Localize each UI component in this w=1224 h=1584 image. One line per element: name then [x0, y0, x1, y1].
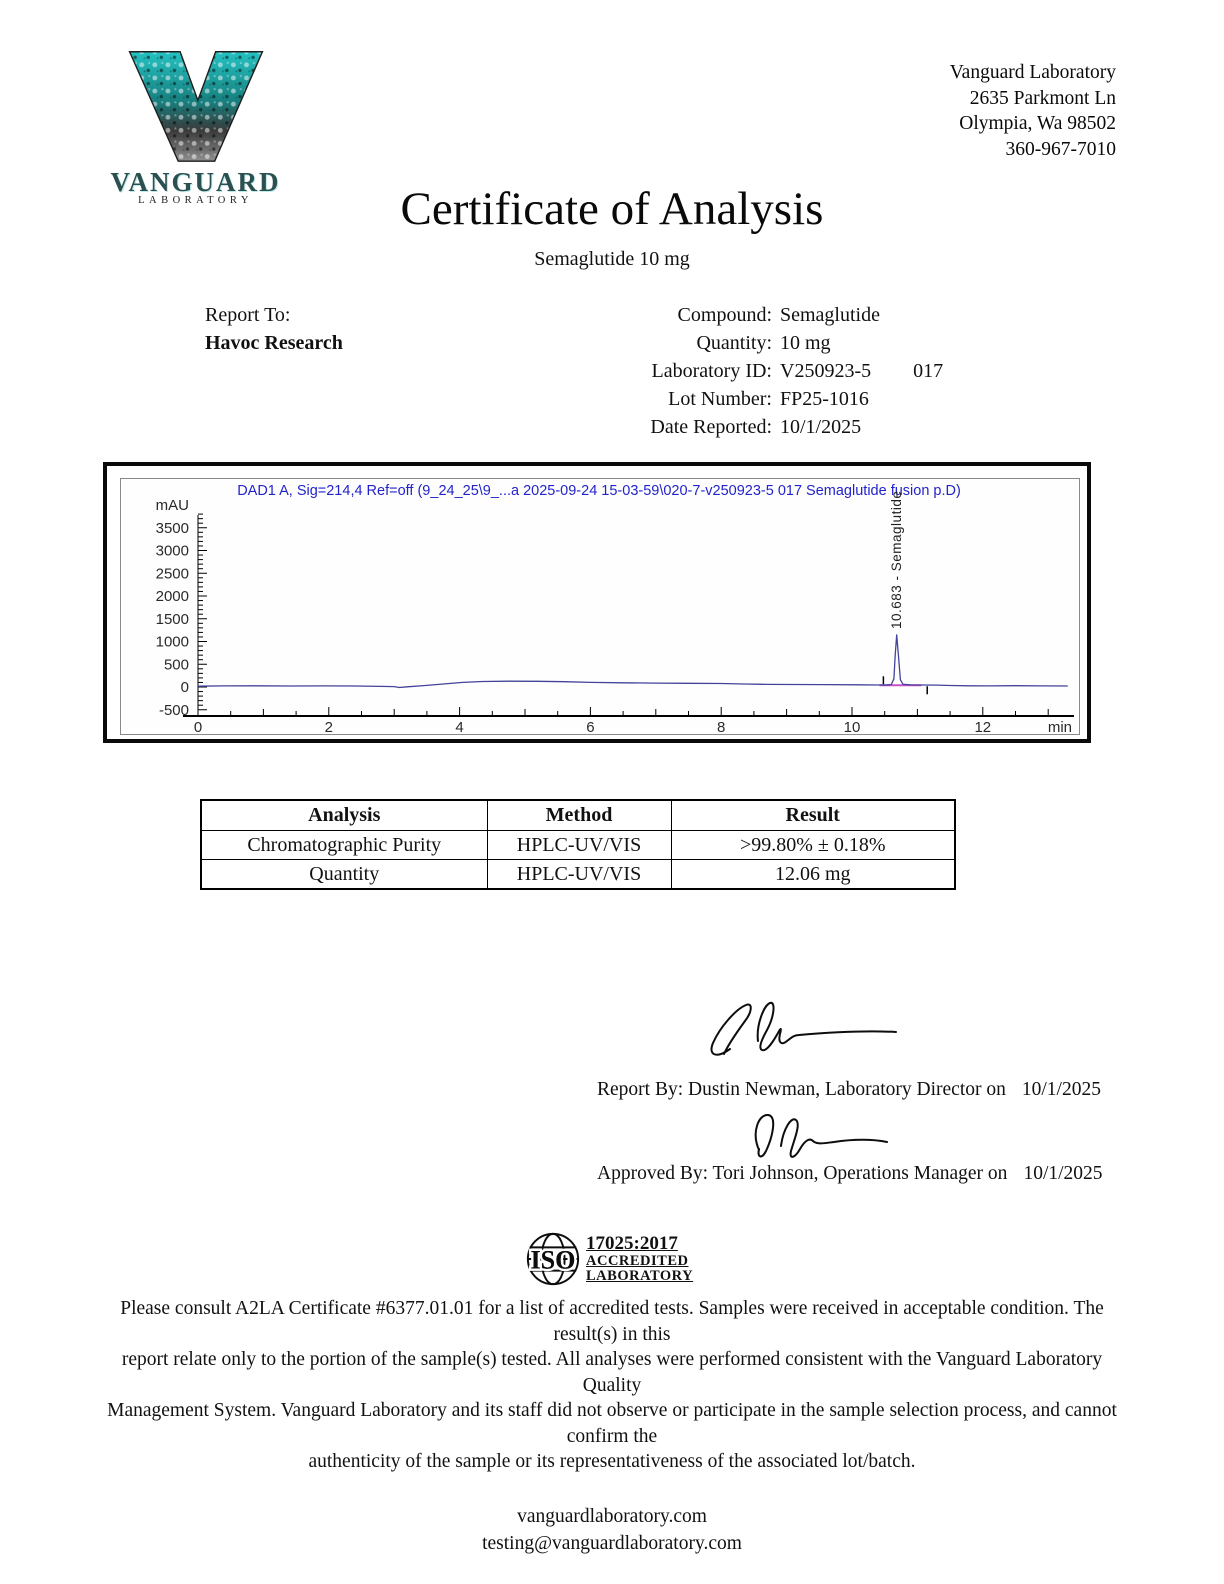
y-axis-unit: mAU: [156, 497, 189, 514]
info-field-value: Semaglutide: [780, 304, 880, 326]
approved-by-date: 10/1/2025: [1023, 1163, 1103, 1184]
info-field-value: V250923-5: [780, 360, 872, 382]
results-cell: Quantity: [200, 859, 488, 890]
disclaimer-line: authenticity of the sample or its repres…: [308, 1451, 916, 1472]
page-footer: vanguardlaboratory.com testing@vanguardl…: [0, 1503, 1224, 1557]
lab-phone: 360-967-7010: [1005, 138, 1117, 160]
approved-by-line: Approved By: Tori Johnson, Operations Ma…: [597, 1163, 1103, 1185]
lab-street: 2635 Parkmont Ln: [969, 87, 1116, 109]
results-row: Chromatographic Purity HPLC-UV/VIS >99.80%…: [200, 830, 956, 860]
x-tick-label: 8: [717, 719, 725, 734]
iso-text-block: 17025:2017 ACCREDITED LABORATORY: [586, 1232, 694, 1284]
iso-laboratory: LABORATORY: [586, 1267, 694, 1284]
y-tick-label: 1500: [156, 611, 189, 628]
info-field-label: Laboratory ID:: [651, 360, 772, 382]
info-field-label: Lot Number:: [668, 388, 772, 410]
info-field-value: 10/1/2025: [780, 416, 862, 438]
results-row: Quantity HPLC-UV/VIS 12.06 mg: [200, 859, 956, 890]
results-cell: >99.80% ± 0.18%: [670, 830, 956, 860]
disclaimer-text: Please consult A2LA Certificate #6377.01…: [105, 1296, 1119, 1475]
report-by-text: Report By: Dustin Newman, Laboratory Dir…: [597, 1079, 1006, 1100]
vanguard-v-logo-icon: [128, 51, 263, 162]
lab-address-block: Vanguard Laboratory 2635 Parkmont Ln Oly…: [950, 60, 1116, 162]
page-subtitle: Semaglutide 10 mg: [534, 248, 690, 270]
report-to-label: Report To:: [205, 304, 291, 326]
results-cell: Chromatographic Purity: [200, 830, 488, 860]
y-tick-label: 500: [164, 656, 189, 673]
lab-city: Olympia, Wa 98502: [959, 113, 1116, 134]
info-field-label: Compound:: [677, 304, 772, 326]
footer-website: vanguardlaboratory.com: [517, 1506, 707, 1527]
y-tick-label: 3500: [156, 520, 189, 537]
results-table-header: Analysis Method Result: [200, 799, 956, 831]
page-title: Certificate of Analysis: [400, 183, 824, 235]
y-tick-label: 2500: [156, 565, 189, 582]
approved-by-text: Approved By: Tori Johnson, Operations Ma…: [597, 1163, 1008, 1184]
results-cell: HPLC-UV/VIS: [486, 859, 672, 890]
report-to-name: Havoc Research: [205, 332, 343, 354]
results-cell: 12.06 mg: [670, 859, 956, 890]
info-field-row: Laboratory ID: V250923-5 017: [540, 357, 943, 385]
chromatogram-plot: DAD1 A, Sig=214,4 Ref=off (9_24_25\9_...…: [120, 478, 1080, 735]
x-tick-label: 10: [844, 719, 861, 734]
footer-email: testing@vanguardlaboratory.com: [482, 1533, 742, 1554]
logo-brand-subtext: LABORATORY: [138, 195, 253, 206]
report-by-line: Report By: Dustin Newman, Laboratory Dir…: [597, 1079, 1101, 1101]
info-field-row: Date Reported: 10/1/2025: [540, 413, 943, 441]
x-tick-label: 0: [194, 719, 202, 734]
y-tick-label: 0: [181, 679, 189, 696]
info-field-label: Quantity:: [696, 332, 772, 354]
x-tick-label: 6: [586, 719, 594, 734]
iso-standard: 17025:2017: [586, 1232, 678, 1254]
results-cell: HPLC-UV/VIS: [486, 830, 672, 860]
chart-title: DAD1 A, Sig=214,4 Ref=off (9_24_25\9_...…: [237, 483, 961, 499]
x-tick-label: 12: [974, 719, 991, 734]
info-field-extra: 017: [913, 360, 944, 382]
results-header-cell: Result: [670, 799, 956, 831]
disclaimer-line: Management System. Vanguard Laboratory a…: [107, 1400, 1117, 1447]
info-field-row: Quantity: 10 mg: [540, 329, 943, 357]
iso-accreditation-badge: ISO ISO 17025:2017 ACCREDITED LABORATORY: [524, 1230, 693, 1288]
x-tick-label: 4: [455, 719, 463, 734]
disclaimer-line: report relate only to the portion of the…: [121, 1349, 1103, 1396]
results-header-cell: Analysis: [200, 799, 488, 831]
results-table: Analysis Method Result Chromatographic Pur…: [200, 799, 956, 890]
peak-annotation: 10.683 - Semaglutide: [889, 491, 904, 629]
results-header-cell: Method: [486, 799, 672, 831]
chromatogram-trace: [197, 634, 1068, 689]
svg-text:ISO: ISO: [531, 1246, 576, 1275]
x-tick-label: 2: [325, 719, 333, 734]
sample-info-fields: Compound: Semaglutide Quantity: 10 mg Labora…: [540, 301, 943, 441]
info-field-row: Lot Number: FP25-1016: [540, 385, 943, 413]
vanguard-logo: VANGUARD LABORATORY: [108, 48, 283, 207]
iso-accredited: ACCREDITED: [586, 1252, 689, 1269]
report-by-date: 10/1/2025: [1021, 1079, 1101, 1100]
lab-name: Vanguard Laboratory: [949, 62, 1116, 83]
manager-signature-icon: [754, 1114, 888, 1158]
chromatogram-frame: DAD1 A, Sig=214,4 Ref=off (9_24_25\9_...…: [103, 462, 1091, 743]
director-signature-icon: [710, 1001, 897, 1056]
y-tick-label: 2000: [156, 588, 189, 605]
results-table-body: Chromatographic Purity HPLC-UV/VIS >99.80%…: [200, 830, 956, 890]
report-to-block: Report To: Havoc Research: [205, 301, 343, 357]
logo-brand-text: VANGUARD: [110, 167, 281, 197]
chromatogram-svg: DAD1 A, Sig=214,4 Ref=off (9_24_25\9_...…: [156, 483, 1074, 734]
info-field-row: Compound: Semaglutide: [540, 301, 943, 329]
iso-globe-text: ISO: [531, 1246, 576, 1275]
iso-globe-icon: ISO ISO: [526, 1232, 580, 1286]
x-axis-unit: min: [1048, 719, 1072, 734]
info-field-value: FP25-1016: [780, 388, 869, 410]
info-field-label: Date Reported:: [650, 416, 772, 438]
y-tick-label: 1000: [156, 634, 189, 651]
disclaimer-line: Please consult A2LA Certificate #6377.01…: [120, 1298, 1104, 1345]
info-field-value: 10 mg: [780, 332, 831, 354]
y-tick-label: -500: [159, 702, 189, 719]
y-tick-label: 3000: [156, 543, 189, 560]
